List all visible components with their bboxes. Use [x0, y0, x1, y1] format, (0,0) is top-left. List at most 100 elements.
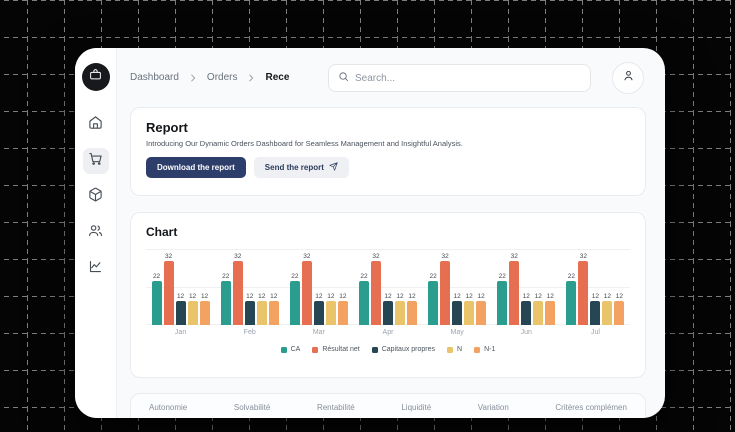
x-axis-label: Jul — [590, 329, 600, 336]
x-axis-label: Jan — [174, 329, 187, 336]
bar-column: 22 — [151, 246, 162, 325]
bar-column: 12 — [521, 246, 532, 325]
legend-item[interactable]: CA — [280, 346, 300, 353]
chart-bar — [244, 301, 255, 325]
bar-column: 12 — [244, 246, 255, 325]
chart-legend: CA Résultat net Capitaux propres N N-1 — [146, 346, 630, 353]
chart-bar — [406, 301, 417, 325]
chart-bar — [199, 301, 210, 325]
bar-column: 12 — [545, 246, 556, 325]
bar-value-label: 12 — [522, 292, 530, 300]
bar-value-label: 32 — [510, 252, 518, 260]
breadcrumb-item-rece[interactable]: Rece — [265, 72, 290, 83]
bar-value-label: 12 — [258, 292, 266, 300]
sidebar-item-users[interactable] — [83, 220, 109, 246]
chart-x-axis: Jan Feb Mar Apr May Jun Jul — [146, 329, 630, 336]
tab-crit-res-compl-men[interactable]: Critères complémen — [555, 403, 627, 412]
bar-column: 22 — [428, 246, 439, 325]
bar-value-label: 12 — [176, 292, 185, 300]
legend-item[interactable]: Résultat net — [312, 346, 360, 353]
sidebar-item-package[interactable] — [83, 184, 109, 210]
tab-solvabilit-[interactable]: Solvabilité — [233, 403, 271, 412]
bar-column: 32 — [440, 246, 451, 325]
tab-autonomie[interactable]: Autonomie — [149, 403, 188, 412]
chevron-right-icon — [188, 73, 198, 83]
bar-value-label: 22 — [152, 272, 161, 280]
chart-bar — [464, 301, 475, 325]
bar-value-label: 12 — [408, 292, 416, 300]
bar-column: 32 — [163, 246, 174, 325]
bar-column: 12 — [313, 246, 324, 325]
users-icon — [88, 223, 103, 243]
bar-value-label: 12 — [396, 292, 404, 300]
tab-variation[interactable]: Variation — [477, 403, 509, 412]
chart-bar — [220, 281, 231, 325]
bar-column: 22 — [566, 246, 577, 325]
bar-group-feb: 22 32 12 12 12 — [215, 246, 284, 325]
bar-column: 32 — [301, 246, 312, 325]
chart-bar — [509, 261, 520, 325]
bar-column: 12 — [406, 246, 417, 325]
report-actions: Download the report Send the report — [146, 157, 630, 178]
search-box[interactable] — [328, 64, 591, 92]
legend-item[interactable]: N — [447, 346, 462, 353]
chart-bar — [337, 301, 348, 325]
bar-column: 12 — [268, 246, 279, 325]
x-axis-label: Apr — [382, 329, 394, 336]
bar-group-jul: 22 32 12 12 12 — [561, 246, 630, 325]
breadcrumb-item-orders[interactable]: Orders — [206, 72, 238, 83]
chart-bar — [428, 281, 439, 325]
chart-bar — [590, 301, 601, 325]
bar-value-label: 12 — [453, 292, 461, 300]
tab-rentabilit-[interactable]: Rentabilité — [316, 403, 355, 412]
chart-gridline — [146, 249, 630, 250]
legend-item[interactable]: N-1 — [474, 346, 495, 353]
x-axis-label: Mar — [312, 329, 325, 336]
send-report-button[interactable]: Send the report — [253, 157, 349, 178]
bar-value-label: 12 — [477, 292, 485, 300]
bar-group-jan: 22 32 12 12 12 — [146, 246, 215, 325]
bar-column: 12 — [382, 246, 393, 325]
chart-bar — [256, 301, 267, 325]
chart-bar — [301, 261, 312, 325]
sidebar-item-cart[interactable] — [82, 148, 109, 174]
bar-value-label: 12 — [546, 292, 554, 300]
breadcrumb-item-dashboard[interactable]: Dashboard — [130, 72, 179, 83]
chart-bar — [578, 261, 589, 325]
download-report-button[interactable]: Download the report — [146, 157, 246, 178]
bar-value-label: 12 — [465, 292, 473, 300]
chart-bar — [602, 301, 613, 325]
bar-value-label: 32 — [303, 252, 311, 260]
bar-value-label: 12 — [188, 292, 197, 300]
sidebar-item-home[interactable] — [83, 112, 109, 138]
bar-value-label: 22 — [360, 272, 368, 280]
tab-liquidit-[interactable]: Liquidité — [401, 403, 432, 412]
chart-bar — [614, 301, 625, 325]
main-panel: Dashboard Orders Rece Report Introducing O… — [117, 48, 665, 418]
breadcrumb: Dashboard Orders Rece — [130, 48, 289, 107]
chart-bar — [394, 301, 405, 325]
bar-value-label: 22 — [429, 272, 437, 280]
chart-bar — [566, 281, 577, 325]
legend-item[interactable]: Capitaux propres — [371, 346, 435, 353]
search-icon — [338, 69, 349, 87]
bar-column: 22 — [358, 246, 369, 325]
bar-column: 12 — [590, 246, 601, 325]
report-title: Report — [146, 120, 188, 135]
report-description: Introducing Our Dynamic Orders Dashboard… — [146, 139, 463, 148]
search-input[interactable] — [355, 72, 581, 84]
bar-column: 22 — [220, 246, 231, 325]
bar-value-label: 12 — [603, 292, 612, 300]
sidebar — [75, 48, 117, 418]
chart-bar — [476, 301, 487, 325]
send-icon — [329, 162, 338, 173]
x-axis-label: Jun — [520, 329, 532, 336]
chart-bar — [268, 301, 279, 325]
user-avatar-button[interactable] — [612, 62, 644, 94]
bar-group-apr: 22 32 12 12 12 — [353, 246, 422, 325]
sidebar-item-chart[interactable] — [83, 256, 109, 282]
app-logo[interactable] — [81, 63, 110, 91]
chart-bar — [325, 301, 336, 325]
content-area: Report Introducing Our Dynamic Orders Da… — [117, 107, 665, 418]
home-icon — [88, 115, 103, 135]
